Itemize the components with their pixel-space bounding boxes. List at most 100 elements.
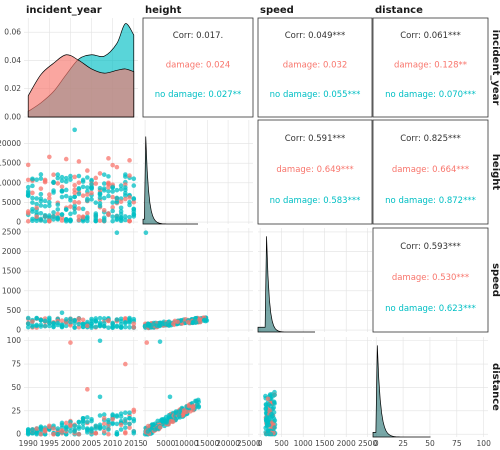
scatter-point	[38, 210, 44, 216]
scatter-point	[131, 407, 137, 413]
scatter-point	[127, 425, 132, 430]
scatter-point	[55, 320, 61, 326]
scatter-point	[76, 191, 82, 197]
corr-overall-label: Corr: 0.061***	[400, 31, 460, 41]
scatter-point	[110, 208, 115, 214]
scatter-point	[131, 176, 137, 182]
scatter-point	[42, 323, 48, 329]
scatter-point	[123, 316, 128, 321]
scatter-point	[101, 412, 107, 417]
scatter-point	[85, 192, 90, 197]
scatter-point	[123, 172, 128, 177]
scatter-point	[72, 190, 77, 196]
scatter-point	[85, 428, 90, 433]
scatter-point	[114, 413, 120, 418]
scatter-point	[110, 200, 115, 205]
corr-group-label: damage: 0.530***	[392, 273, 469, 283]
scatter-point	[265, 396, 271, 402]
scatter-point	[30, 195, 35, 201]
scatter-point	[38, 186, 44, 191]
x-tick-label: 50	[425, 439, 435, 448]
scatter-point	[272, 392, 277, 398]
scatter-point	[118, 199, 124, 204]
scatter-point	[76, 185, 82, 191]
scatter-point	[38, 176, 44, 181]
scatter-point	[72, 210, 77, 215]
scatter-point	[89, 190, 94, 196]
scatter-point	[63, 207, 69, 212]
scatter-point	[25, 218, 31, 224]
y-tick-label: 1500	[2, 267, 21, 276]
scatter-point	[59, 194, 65, 200]
scatter-point	[72, 206, 77, 211]
scatter-point	[85, 175, 90, 180]
x-tick-label: 1500	[315, 439, 334, 448]
scatter-point	[80, 416, 86, 421]
x-tick-label: 2000	[337, 439, 356, 448]
scatter-point	[51, 324, 56, 330]
scatter-point	[76, 419, 82, 425]
scatter-point	[106, 419, 111, 425]
y-tick-label: 500	[7, 306, 22, 315]
scatter-point	[123, 217, 128, 223]
scatter-point	[110, 218, 115, 224]
scatter-point	[127, 195, 132, 200]
scatter-point	[80, 321, 86, 327]
scatter-point	[101, 207, 107, 213]
scatter-point	[38, 317, 44, 323]
corr-overall-label: Corr: 0.825***	[400, 134, 460, 144]
scatter-point	[76, 206, 82, 211]
scatter-point	[263, 406, 269, 412]
scatter-point	[47, 192, 52, 197]
scatter-point	[127, 315, 132, 321]
scatter-point	[123, 416, 128, 422]
scatter-point	[68, 173, 73, 179]
data-layer	[25, 23, 431, 438]
scatter-point	[72, 427, 77, 432]
scatter-point	[166, 319, 171, 325]
y-tick-label: 100	[7, 336, 22, 345]
scatter-point	[55, 216, 61, 221]
scatter-point	[101, 195, 107, 201]
y-tick-label: 25	[11, 406, 21, 415]
scatter-point	[34, 315, 39, 321]
scatter-point	[51, 214, 56, 219]
scatter-point	[76, 321, 82, 327]
scatter-point	[30, 176, 35, 182]
scatter-point	[47, 315, 52, 321]
scatter-point	[118, 183, 124, 188]
scatter-point	[51, 426, 56, 431]
scatter-point	[55, 181, 61, 186]
scatter-point	[34, 430, 39, 436]
scatter-point	[72, 199, 77, 205]
scatter-point	[25, 429, 31, 434]
scatter-point	[30, 319, 35, 324]
corr-panel-box	[257, 17, 373, 118]
x-tick-label: 1995	[40, 439, 59, 448]
scatter-point	[85, 168, 90, 173]
scatter-point	[101, 172, 107, 177]
scatter-point	[106, 318, 111, 323]
scatter-point	[34, 322, 39, 328]
scatter-point	[38, 172, 44, 177]
y-tick-label: 0	[16, 430, 21, 439]
scatter-point	[127, 421, 132, 427]
scatter-point	[80, 184, 86, 190]
scatter-point	[51, 172, 56, 178]
scatter-point	[63, 156, 69, 162]
y-tick-label: 0.02	[4, 84, 21, 93]
y-tick-label: 2500	[2, 227, 21, 236]
scatter-point	[85, 419, 90, 425]
scatter-point	[176, 409, 182, 414]
scatter-point	[127, 324, 132, 330]
scatter-point	[166, 323, 172, 328]
scatter-point	[72, 182, 77, 188]
scatter-point	[42, 203, 48, 209]
scatter-point	[127, 199, 132, 205]
x-tick-label: 500	[274, 439, 289, 448]
scatter-point	[30, 200, 35, 205]
scatter-point	[72, 127, 77, 133]
scatter-point	[202, 317, 207, 323]
scatter-point	[123, 324, 128, 330]
scatter-point	[114, 421, 120, 427]
